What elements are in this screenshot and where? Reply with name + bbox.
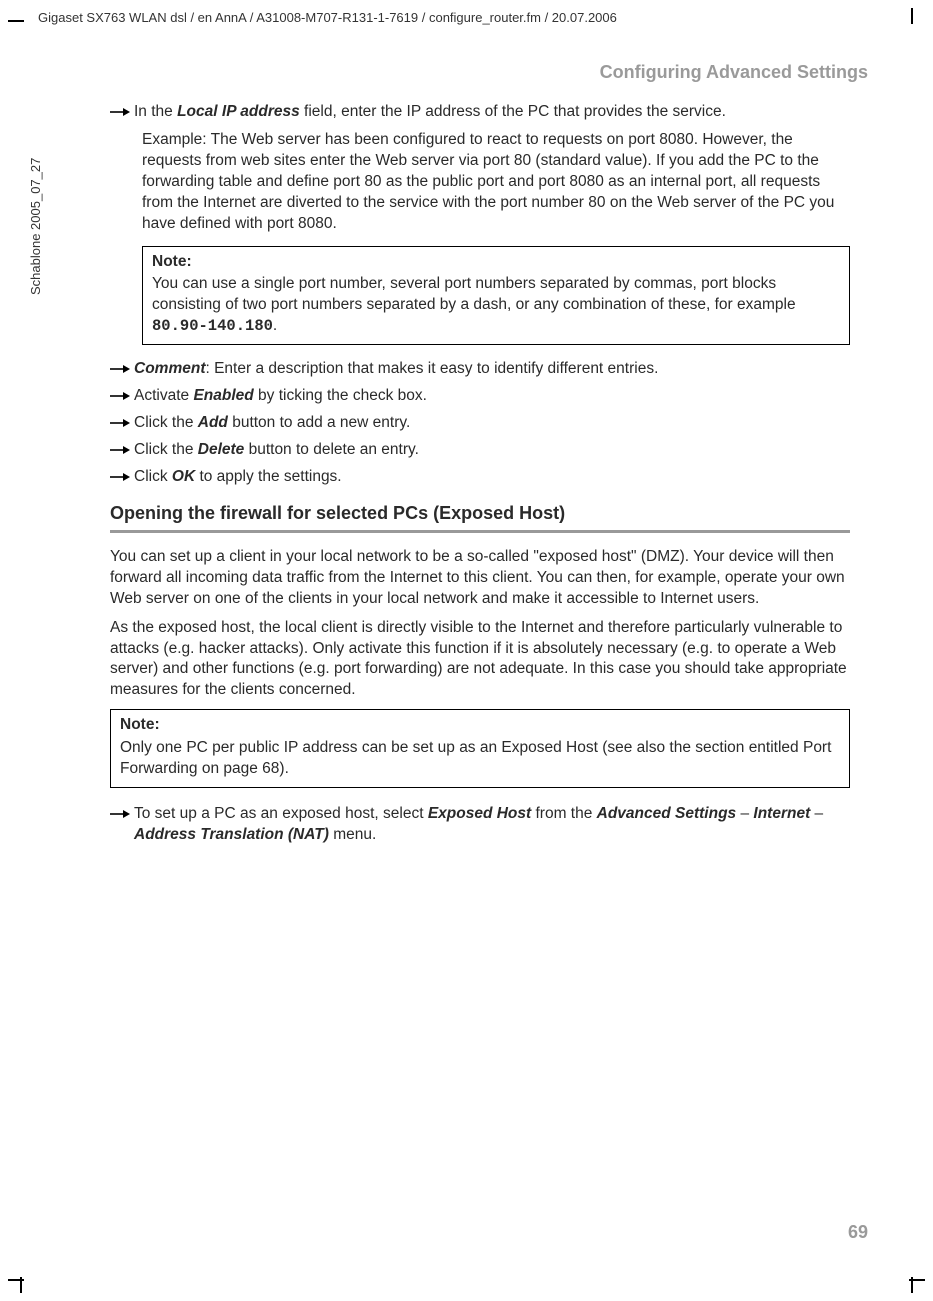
text: button to add a new entry. [228, 414, 410, 431]
arrow-icon [110, 416, 134, 437]
note-title: Note: [152, 252, 840, 273]
code: 80.90-140.180 [152, 317, 273, 335]
bullet-add: Click the Add button to add a new entry. [110, 413, 850, 434]
note-body: You can use a single port number, severa… [152, 274, 840, 337]
text: Activate [134, 387, 193, 404]
arrow-icon [110, 443, 134, 464]
bullet-text: Click the Add button to add a new entry. [134, 413, 850, 434]
crop-mark [909, 1279, 925, 1281]
term: Delete [198, 441, 245, 458]
arrow-icon [110, 362, 134, 383]
crop-mark [8, 1279, 24, 1281]
term: Address Translation (NAT) [134, 826, 329, 843]
arrow-icon [110, 105, 134, 126]
text: To set up a PC as an exposed host, selec… [134, 805, 428, 822]
page-title: Configuring Advanced Settings [600, 62, 868, 83]
page-number: 69 [848, 1222, 868, 1243]
bullet-local-ip: In the Local IP address field, enter the… [110, 102, 850, 123]
crop-mark [911, 8, 913, 24]
arrow-icon [110, 389, 134, 410]
paragraph: You can set up a client in your local ne… [110, 547, 850, 610]
bullet-enabled: Activate Enabled by ticking the check bo… [110, 386, 850, 407]
text: – [810, 805, 823, 822]
section-heading: Opening the firewall for selected PCs (E… [110, 503, 850, 524]
bullet-delete: Click the Delete button to delete an ent… [110, 440, 850, 461]
bullet-text: Click OK to apply the settings. [134, 467, 850, 488]
text: to apply the settings. [195, 468, 341, 485]
text: button to delete an entry. [244, 441, 419, 458]
bullet-text: To set up a PC as an exposed host, selec… [134, 804, 850, 846]
text: field, enter the IP address of the PC th… [300, 103, 726, 120]
term: Internet [753, 805, 810, 822]
bullet-text: Activate Enabled by ticking the check bo… [134, 386, 850, 407]
template-version-label: Schablone 2005_07_27 [28, 158, 43, 295]
text: In the [134, 103, 177, 120]
bullet-ok: Click OK to apply the settings. [110, 467, 850, 488]
term: Comment [134, 360, 205, 377]
bullet-text: Comment: Enter a description that makes … [134, 359, 850, 380]
section-rule [110, 530, 850, 533]
arrow-icon [110, 470, 134, 491]
text: from the [531, 805, 596, 822]
text: – [736, 805, 753, 822]
term: OK [172, 468, 195, 485]
content-area: In the Local IP address field, enter the… [110, 102, 850, 852]
arrow-icon [110, 807, 134, 849]
text: Click [134, 468, 172, 485]
header-path: Gigaset SX763 WLAN dsl / en AnnA / A3100… [38, 10, 617, 25]
bullet-exposed-host: To set up a PC as an exposed host, selec… [110, 804, 850, 846]
bullet-text: Click the Delete button to delete an ent… [134, 440, 850, 461]
example-text: Example: The Web server has been configu… [142, 130, 850, 235]
note-box: Note: You can use a single port number, … [142, 246, 850, 346]
bullet-text: In the Local IP address field, enter the… [134, 102, 850, 123]
term: Exposed Host [428, 805, 531, 822]
text: menu. [329, 826, 376, 843]
text: . [273, 317, 277, 334]
term: Enabled [193, 387, 253, 404]
term: Add [198, 414, 228, 431]
note-title: Note: [120, 715, 840, 736]
text: : Enter a description that makes it easy… [205, 360, 658, 377]
text: You can use a single port number, severa… [152, 275, 796, 313]
text: Click the [134, 441, 198, 458]
term: Advanced Settings [597, 805, 737, 822]
crop-mark [8, 20, 24, 22]
paragraph: As the exposed host, the local client is… [110, 618, 850, 702]
bullet-comment: Comment: Enter a description that makes … [110, 359, 850, 380]
text: by ticking the check box. [254, 387, 427, 404]
term: Local IP address [177, 103, 300, 120]
note-box: Note: Only one PC per public IP address … [110, 709, 850, 788]
text: Click the [134, 414, 198, 431]
note-body: Only one PC per public IP address can be… [120, 738, 840, 780]
